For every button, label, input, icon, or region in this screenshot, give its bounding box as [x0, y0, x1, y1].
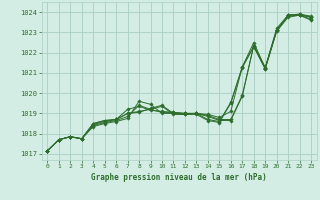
X-axis label: Graphe pression niveau de la mer (hPa): Graphe pression niveau de la mer (hPa): [91, 173, 267, 182]
